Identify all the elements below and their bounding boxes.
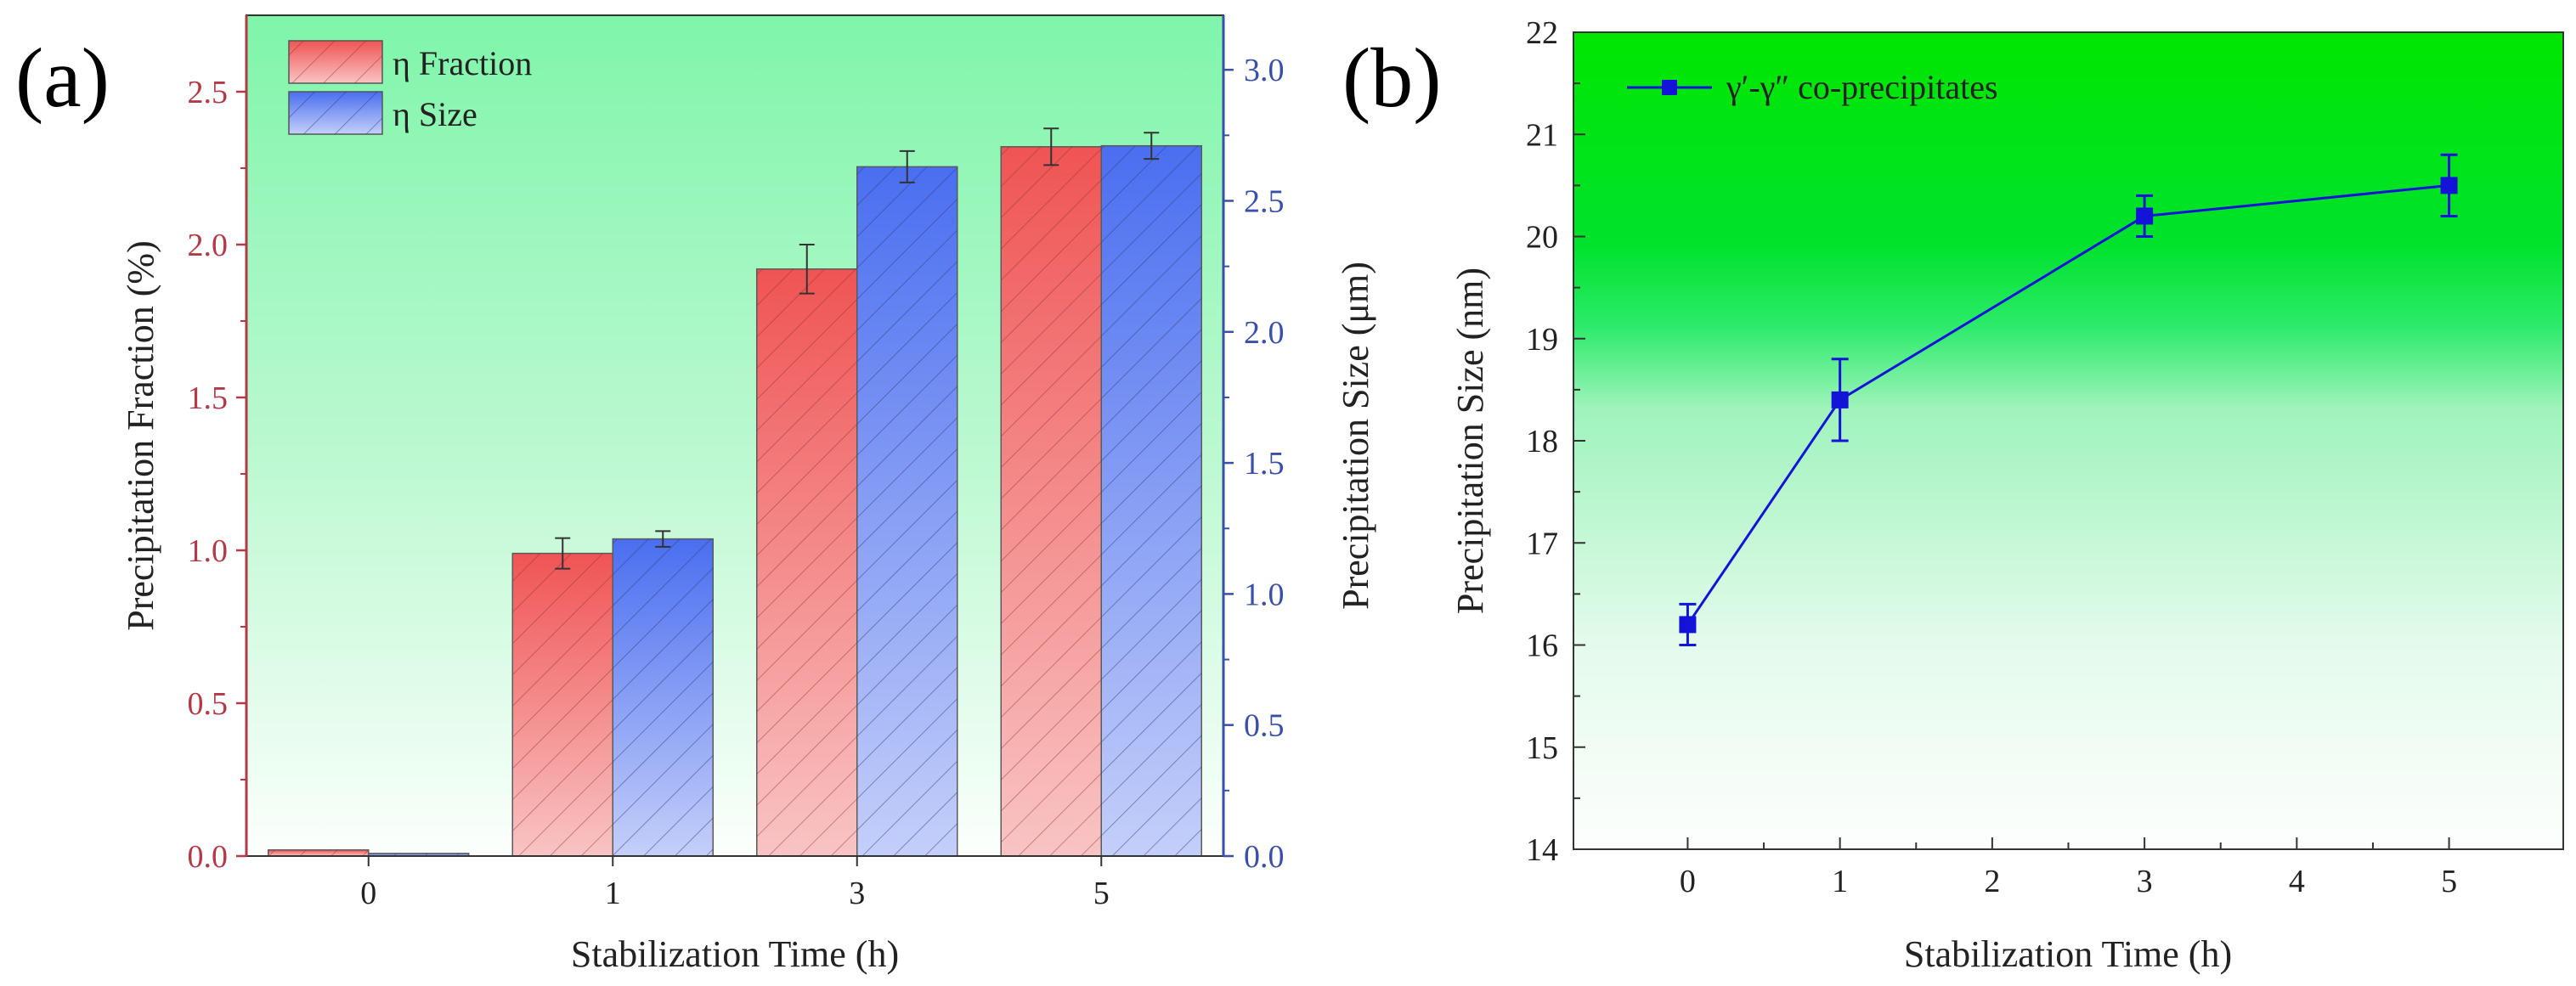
- x-tick-label-3: 3: [849, 876, 865, 911]
- legend-label-eta-fraction: η Fraction: [393, 44, 532, 82]
- panel-a-error-bars: [555, 127, 1160, 570]
- legend-label-eta-size: η Size: [393, 95, 477, 133]
- b-x-tick-label-0: 0: [1680, 864, 1696, 899]
- b-y-tick-label-17: 17: [1526, 526, 1558, 561]
- y-left-tick-label-0.5: 0.5: [188, 686, 229, 722]
- panel-b-chart: 0 1 2 3 4 5 14 15 16 17 18 19 20 21 22 Precipitation …: [1449, 15, 2564, 975]
- b-x-tick-label-1: 1: [1832, 864, 1848, 899]
- y-right-tick-label-2.5: 2.5: [1244, 183, 1285, 219]
- panel-a-y-left-label: Precipitation Fraction (%): [120, 240, 161, 630]
- panel-b-x-label: Stabilization Time (h): [1904, 933, 2232, 975]
- b-x-tick-label-2: 2: [1984, 864, 2000, 899]
- x-tick-label-1: 1: [605, 876, 621, 911]
- b-y-tick-label-20: 20: [1526, 220, 1558, 256]
- panel-b-legend: γ′-γ″ co-precipitates: [1627, 68, 1998, 106]
- data-point-gamma-t5: [2440, 177, 2458, 194]
- bar-hatch-eta-fraction-5: [1001, 146, 1102, 857]
- y-right-tick-label-1.5: 1.5: [1244, 446, 1285, 482]
- legend-label-gamma: γ′-γ″ co-precipitates: [1726, 68, 1998, 106]
- x-tick-label-0: 0: [360, 876, 376, 911]
- panel-a-chart: 0.0 0.5 1.0 1.5 2.0 2.5 0.0 0.5 1.0 1.5 2.0 2.5 3.0…: [120, 14, 1376, 975]
- y-left-tick-label-0.0: 0.0: [188, 839, 229, 875]
- panel-b-x-ticks: 0 1 2 3 4 5: [1680, 837, 2457, 899]
- y-left-tick-label-2.0: 2.0: [188, 228, 229, 263]
- panel-b-y-ticks: 14 15 16 17 18 19 20 21 22: [1526, 15, 1585, 868]
- b-y-tick-label-14: 14: [1526, 832, 1558, 868]
- y-right-tick-label-1.0: 1.0: [1244, 577, 1285, 612]
- data-point-gamma-t0: [1679, 616, 1697, 634]
- legend-item-eta-fraction: η Fraction: [288, 40, 532, 84]
- y-right-tick-label-2.0: 2.0: [1244, 315, 1285, 351]
- b-y-tick-label-21: 21: [1526, 117, 1558, 153]
- b-y-tick-label-16: 16: [1526, 628, 1558, 664]
- panel-a-x-ticks: 0 1 3 5: [360, 856, 1110, 911]
- panel-b-plot-background: [1573, 32, 2563, 849]
- panel-a-x-label: Stabilization Time (h): [571, 933, 899, 975]
- b-x-tick-label-5: 5: [2441, 864, 2457, 899]
- panel-a-right-ticks: 0.0 0.5 1.0 1.5 2.0 2.5 3.0: [1223, 53, 1285, 875]
- y-right-tick-label-0.0: 0.0: [1244, 839, 1285, 875]
- bar-hatch-eta-size-0: [368, 853, 469, 856]
- bar-hatch-eta-size-5: [1101, 145, 1202, 856]
- y-right-tick-label-0.5: 0.5: [1244, 708, 1285, 744]
- legend-hatch-eta-fraction: [289, 41, 382, 83]
- b-y-tick-label-15: 15: [1526, 730, 1558, 766]
- b-y-tick-label-22: 22: [1526, 15, 1558, 51]
- panel-a-label: (a): [15, 31, 110, 125]
- y-left-tick-label-2.5: 2.5: [188, 75, 229, 110]
- panel-b-y-label: Precipitation Size (nm): [1449, 268, 1491, 614]
- legend-hatch-eta-size: [289, 92, 382, 134]
- b-y-tick-label-19: 19: [1526, 322, 1558, 358]
- panel-b-series: [1679, 153, 2458, 646]
- panel-a-legend: η Fraction η Size: [288, 40, 532, 135]
- panel-a-bars: [268, 144, 1202, 857]
- b-y-tick-label-18: 18: [1526, 424, 1558, 459]
- bar-hatch-eta-fraction-3: [756, 268, 857, 856]
- b-x-tick-label-3: 3: [2137, 864, 2153, 899]
- data-point-gamma-t1: [1831, 391, 1849, 408]
- panel-a-y-right-label: Precipitation Size (μm): [1335, 262, 1376, 610]
- y-left-tick-label-1.0: 1.0: [188, 533, 229, 569]
- y-right-tick-label-3.0: 3.0: [1244, 53, 1285, 88]
- b-x-tick-label-4: 4: [2289, 864, 2305, 899]
- series-line-gamma: [1686, 183, 2449, 626]
- legend-marker-gamma: [1662, 80, 1677, 95]
- bar-hatch-eta-size-3: [856, 166, 958, 857]
- panel-a-left-ticks: 0.0 0.5 1.0 1.5 2.0 2.5: [188, 75, 246, 875]
- data-point-gamma-t3: [2136, 207, 2154, 225]
- y-left-tick-label-1.5: 1.5: [188, 380, 229, 416]
- bar-hatch-eta-fraction-1: [512, 553, 613, 856]
- bar-hatch-eta-size-1: [613, 538, 714, 856]
- bar-hatch-eta-fraction-0: [268, 849, 369, 856]
- legend-item-eta-size: η Size: [288, 91, 477, 135]
- x-tick-label-5: 5: [1093, 876, 1110, 911]
- panel-b-label: (b): [1342, 31, 1442, 125]
